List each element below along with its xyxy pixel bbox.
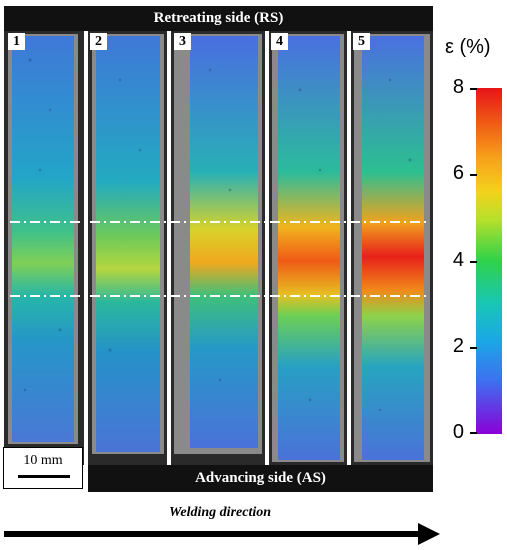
colorbar-tick-6: 6 — [452, 162, 464, 184]
specimen-label-5: 5 — [353, 33, 370, 50]
colorbar-mark-8 — [470, 88, 477, 90]
advancing-side-banner: Advancing side (AS) — [88, 465, 433, 492]
colorbar-tick-0: 0 — [452, 421, 464, 443]
colorbar-tick-4: 4 — [452, 249, 464, 271]
colorbar-title: ε (%) — [445, 36, 491, 58]
colorbar-mark-2 — [470, 347, 477, 349]
colorbar-tick-8: 8 — [452, 76, 464, 98]
specimen-label-2: 2 — [90, 33, 107, 50]
retreating-side-banner: Retreating side (RS) — [4, 6, 433, 31]
colorbar-mark-0 — [470, 432, 477, 434]
specimen-images — [4, 31, 433, 465]
scale-bar: 10 mm — [3, 447, 83, 489]
colorbar-tick-2: 2 — [452, 335, 464, 357]
welding-direction-label: Welding direction — [168, 505, 272, 520]
welding-direction-arrow — [4, 523, 440, 545]
specimen-label-3: 3 — [174, 33, 191, 50]
scale-bar-label: 10 mm — [23, 453, 63, 468]
specimen-label-1: 1 — [8, 33, 25, 50]
colorbar-mark-4 — [470, 261, 477, 263]
colorbar-mark-6 — [470, 174, 477, 176]
scale-bar-line — [18, 475, 70, 478]
specimen-label-4: 4 — [271, 33, 288, 50]
strain-colorbar — [476, 88, 502, 434]
